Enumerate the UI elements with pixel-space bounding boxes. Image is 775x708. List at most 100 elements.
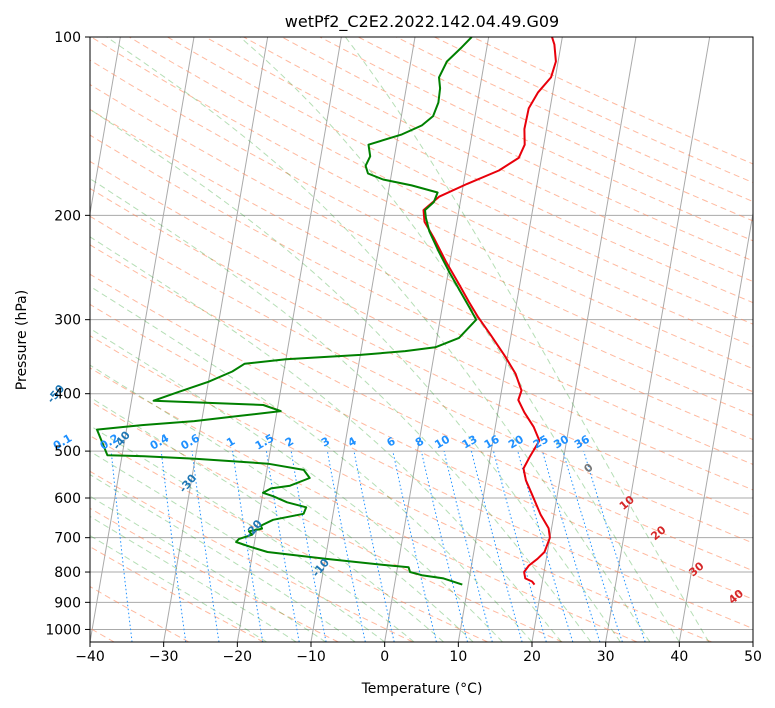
moist-adiabat-line [90,515,297,642]
plot-frame [89,36,754,643]
isotherm-line [163,37,269,642]
mixing-ratio-label: 16 [482,432,502,451]
mixing-ratio-line [353,451,395,642]
dry-adiabat-label: 30 [686,559,706,579]
dry-adiabat-line [90,83,753,416]
dry-adiabat-line [90,335,712,642]
x-tick-label: −20 [223,649,253,665]
mixing-ratio-label: 20 [506,432,526,451]
chart-title: wetPf2_C2E2.2022.142.04.49.G09 [285,12,559,32]
dry-adiabat-line [90,435,488,642]
dry-adiabat-line [90,367,638,642]
y-tick-label: 200 [54,208,81,224]
mixing-ratio-line [443,450,493,642]
mixing-ratio-label: 2 [283,435,296,450]
mixing-ratio-line [517,450,574,642]
mixing-ratio-line [493,450,547,642]
dry-adiabat-line [472,37,753,165]
dry-adiabat-label: 20 [648,523,668,543]
dry-adiabat-line [90,470,414,642]
moist-adiabat-line [90,535,268,642]
dry-adiabat-line [90,59,753,393]
isotherm-label: -60 [0,335,2,359]
x-tick-label: 0 [380,649,389,665]
x-axis-label: Temperature (°C) [361,681,483,697]
x-tick-label: −30 [149,649,179,665]
moist-adiabat-line [239,37,680,642]
moist-adiabat-line [90,425,415,642]
dry-adiabat-line [167,37,753,325]
x-tick-label: 30 [597,649,615,665]
dry-adiabat-line [90,215,753,544]
dry-adiabat-line [90,37,753,370]
isotherm-line [457,37,563,642]
mixing-ratio-line [290,451,327,642]
isotherm-line [752,639,753,642]
mixing-ratio-line [326,451,366,642]
moist-adiabat-line [90,178,592,642]
dry-adiabat-line [90,303,753,630]
y-tick-label: 800 [54,565,81,581]
y-tick-label: 300 [54,313,81,329]
mixing-ratio-line [110,451,133,642]
dry-adiabat-line [434,37,753,184]
dry-adiabat-line [90,507,339,642]
dry-adiabat-line [128,37,753,347]
temperature-profile [422,37,557,586]
isotherm-line [90,37,121,217]
moist-adiabat-line [90,474,356,642]
mixing-ratio-line [542,450,601,642]
mixing-ratio-line [562,450,623,642]
moist-adiabat-line [90,495,326,642]
mixing-ratio-line [191,451,220,642]
y-axis-label: Pressure (hPa) [14,290,30,390]
mixing-ratio-line [583,450,646,642]
isotherm-line [384,37,490,642]
mixing-ratio-line [392,450,437,642]
moist-adiabat-line [90,396,444,642]
mixing-ratio-line [470,450,523,642]
y-tick-label: 600 [54,491,81,507]
mixing-ratio-label: 36 [572,432,592,451]
mixing-ratio-label: 0.4 [148,431,172,452]
mixing-ratio-label: 10 [432,432,452,451]
dry-adiabat-line [357,37,753,222]
x-tick-label: −40 [75,649,105,665]
dry-adiabat-label: 0 [582,461,596,476]
moist-adiabat-line [90,450,385,642]
moist-adiabat-line [90,108,621,642]
dry-adiabat-line [281,37,753,262]
dry-adiabat-line [90,134,753,465]
y-axis: 1000 900 800 700 600 500 400 300 200 100 [45,30,90,638]
moist-adiabat-line [90,236,562,642]
y-tick-label: 900 [54,595,81,611]
y-tick-label: 400 [54,387,81,403]
dry-adiabat-line [90,187,753,517]
mixing-ratio-label: 13 [460,433,480,452]
isotherm-line [678,210,753,642]
moist-adiabat-line [90,364,474,642]
dry-adiabat-label: 10 [617,493,637,513]
isotherm-line [90,37,195,642]
isotherm-line [236,37,342,642]
dry-adiabat-line [90,273,753,600]
moist-adiabat-line [106,37,651,642]
moist-adiabat-line [90,327,503,642]
dry-adiabat-line [90,400,563,642]
isotherm-label: -30 [176,471,199,495]
x-axis: −40 −30 −20 −10 0 10 20 30 40 50 [75,642,762,665]
x-tick-label: 10 [449,649,467,665]
series-lines [96,37,557,586]
background-lines [90,37,753,642]
x-tick-label: 40 [670,649,688,665]
isotherm-line [605,37,711,642]
dry-adiabat-line [90,244,753,572]
x-tick-label: 20 [523,649,541,665]
y-tick-label: 700 [54,531,81,547]
mixing-ratio-label: 30 [551,432,571,451]
mixing-ratio-label: 0.6 [179,431,203,452]
mixing-ratio-line [420,450,468,642]
dry-adiabat-line [90,160,753,491]
dewpoint-profile [96,37,478,586]
